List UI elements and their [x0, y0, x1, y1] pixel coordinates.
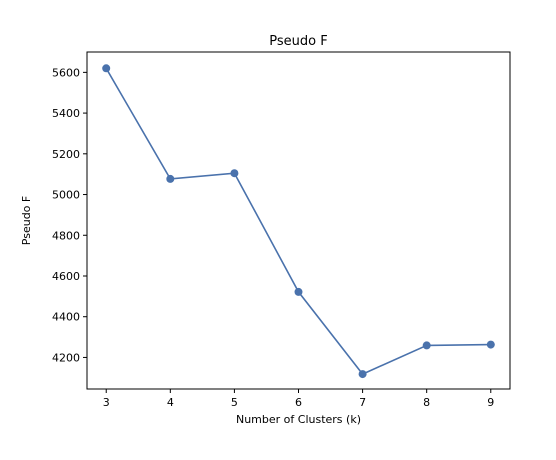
plot-frame	[86, 51, 511, 390]
y-tick-label: 5000	[52, 189, 80, 202]
y-tick-label: 4400	[52, 311, 80, 324]
x-tick-label: 4	[167, 396, 174, 409]
data-point	[294, 287, 303, 296]
y-tick-label: 5400	[52, 107, 80, 120]
x-tick-label: 7	[359, 396, 366, 409]
data-point	[422, 341, 431, 350]
y-tick-label: 4200	[52, 351, 80, 364]
data-point	[358, 370, 367, 379]
x-tick-label: 9	[487, 396, 494, 409]
x-tick-label: 5	[231, 396, 238, 409]
data-point	[166, 174, 175, 183]
data-point	[486, 340, 495, 349]
data-point	[102, 64, 111, 73]
x-tick-label: 3	[103, 396, 110, 409]
x-axis: 3 4 5 6 7 8 9	[103, 389, 494, 409]
data-point	[230, 169, 239, 178]
x-tick-label: 8	[423, 396, 430, 409]
y-tick-label: 4600	[52, 270, 80, 283]
y-axis: 4200 4400 4600 4800 5000 5200 5400 5600	[52, 66, 87, 364]
y-tick-label: 4800	[52, 229, 80, 242]
y-tick-label: 5600	[52, 66, 80, 79]
series-markers	[102, 64, 495, 379]
x-tick-label: 6	[295, 396, 302, 409]
y-tick-label: 5200	[52, 148, 80, 161]
series-line	[105, 67, 491, 376]
chart-title: Pseudo F	[269, 34, 327, 49]
x-axis-label: Number of Clusters (k)	[236, 413, 361, 426]
y-axis-label: Pseudo F	[20, 196, 33, 245]
